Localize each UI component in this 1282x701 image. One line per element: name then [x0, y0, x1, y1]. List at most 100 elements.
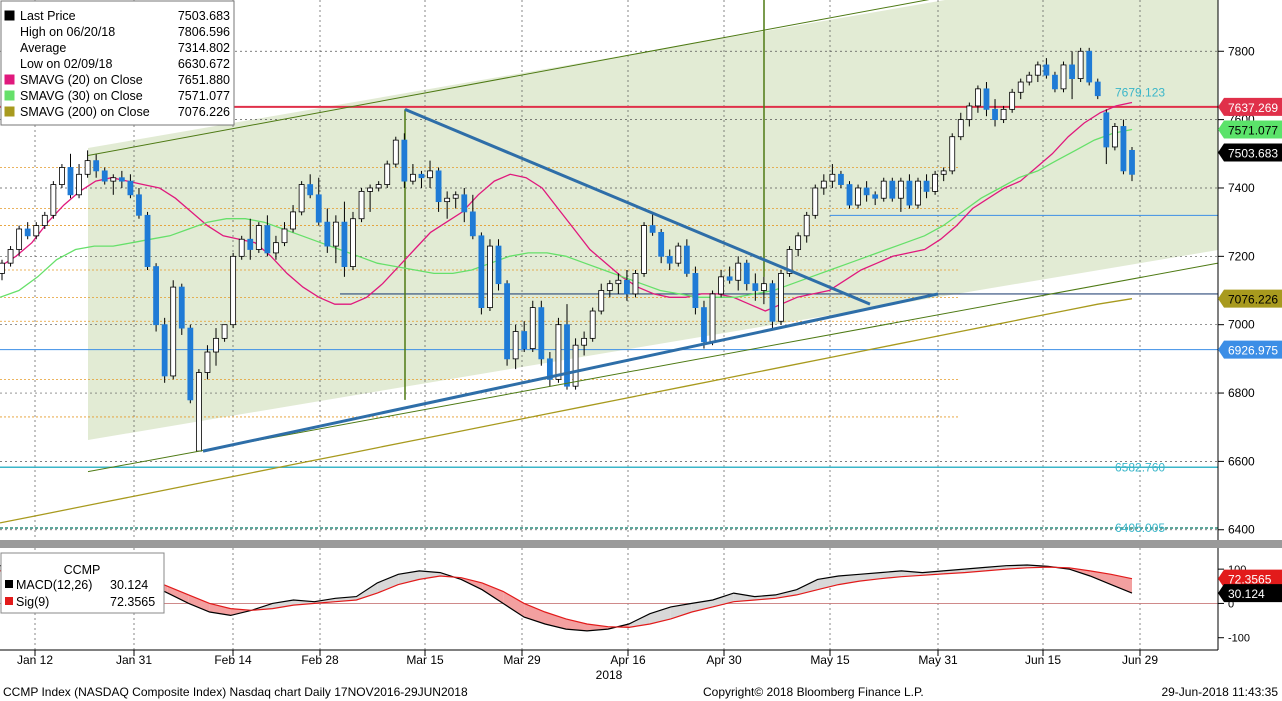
- candle-body-106: [906, 180, 913, 206]
- legend-value-5: 7571.077: [178, 89, 230, 103]
- candle-body-126: [1077, 50, 1084, 80]
- candle-body-123: [1052, 74, 1058, 90]
- candle-body-11: [93, 160, 100, 172]
- candle-body-62: [529, 307, 536, 350]
- candle-body-57: [487, 245, 493, 308]
- legend-swatch-2: [4, 42, 15, 53]
- x-tick-label-5: Mar 29: [503, 653, 541, 667]
- candle-body-66: [564, 324, 570, 387]
- x-year-label: 2018: [596, 668, 623, 682]
- right-axis-area: [1218, 0, 1282, 540]
- channel-top-line: [87, 0, 930, 156]
- macd-panel-label: CCMP: [64, 563, 101, 577]
- candle-body-76: [649, 225, 656, 233]
- signal-legend-swatch: [5, 597, 13, 605]
- candle-body-8: [67, 167, 74, 196]
- macd-fill-25: [524, 603, 545, 624]
- x-tick-label-4: Mar 15: [406, 653, 444, 667]
- candle-body-48: [410, 173, 416, 182]
- candle-body-12: [101, 170, 108, 182]
- footer-left: CCMP Index (NASDAQ Composite Index) Nasd…: [3, 685, 468, 699]
- candle-body-27: [230, 255, 237, 326]
- x-tick-label-6: Apr 16: [610, 653, 646, 667]
- macd-fill-17: [356, 582, 378, 600]
- candle-body-42: [358, 190, 365, 220]
- candle-body-67: [572, 344, 579, 387]
- candle-body-15: [127, 180, 134, 196]
- y-tick-label-4: 7200: [1228, 249, 1255, 263]
- macd-fill-32: [670, 603, 692, 619]
- candle-body-73: [624, 279, 630, 295]
- candle-body-95: [812, 187, 819, 216]
- macd-tag-bg-1: [1218, 584, 1282, 603]
- candle-body-1: [7, 249, 14, 264]
- macd-fill-24: [503, 591, 525, 618]
- right-tag-bg-0: [1218, 97, 1282, 116]
- candle-body-68: [581, 337, 588, 346]
- candle-body-28: [238, 238, 245, 257]
- footer-right: 29-Jun-2018 11:43:35: [1161, 685, 1278, 699]
- candle-body-47: [401, 139, 408, 182]
- candle-body-16: [136, 194, 142, 216]
- y-tick-label-2: 6800: [1228, 386, 1255, 400]
- sma30-line: [0, 128, 1133, 298]
- panel-separator: [0, 540, 1282, 548]
- sma20-line: [0, 101, 1133, 312]
- candle-body-84: [718, 276, 724, 295]
- signal-legend-value: 72.3565: [110, 595, 155, 609]
- candle-body-39: [332, 221, 339, 247]
- macd-fill-40: [838, 574, 860, 585]
- macd-fill-34: [712, 593, 734, 607]
- candle-body-20: [170, 286, 177, 377]
- macd-fill-19: [398, 570, 420, 585]
- candle-body-13: [110, 177, 117, 182]
- candle-body-54: [461, 194, 468, 213]
- candle-body-111: [949, 136, 956, 172]
- x-axis-ticks: Jan 12 Jan 31 Feb 14 Feb 28 Mar 15 Mar 29 Apr …: [17, 650, 1158, 667]
- candle-body-87: [743, 262, 750, 285]
- candle-body-36: [307, 184, 314, 196]
- candle-body-19: [161, 324, 168, 377]
- legend-swatch-3: [4, 58, 15, 69]
- candle-body-82: [701, 307, 707, 343]
- macd-fill-23: [482, 582, 504, 604]
- macd-fill-35: [733, 593, 755, 602]
- candle-body-94: [803, 214, 810, 237]
- right-tag-bg-1: [1218, 120, 1282, 139]
- candle-body-4: [33, 225, 40, 237]
- candle-body-33: [281, 228, 288, 244]
- candle-body-103: [880, 180, 887, 199]
- candle-body-65: [555, 324, 562, 380]
- sma200-line: [0, 298, 1133, 524]
- x-tick-label-3: Feb 28: [301, 653, 339, 667]
- candle-body-112: [957, 119, 964, 138]
- candle-body-56: [478, 235, 485, 308]
- candle-body-52: [444, 197, 451, 203]
- candle-body-25: [213, 337, 219, 353]
- right-tag-bg-2: [1218, 143, 1282, 162]
- candle-body-38: [324, 221, 331, 247]
- candle-body-59: [504, 283, 510, 360]
- candles: [0, 47, 1135, 452]
- candle-body-86: [735, 262, 742, 281]
- candle-body-96: [820, 180, 827, 189]
- legend-name-3: Low on 02/09/18: [20, 57, 112, 71]
- legend-name-1: High on 06/20/18: [20, 25, 115, 39]
- macd-tag-label-1: 30.124: [1228, 587, 1265, 601]
- candle-body-7: [59, 167, 65, 185]
- candle-body-122: [1043, 64, 1050, 76]
- candle-body-101: [863, 187, 870, 196]
- candle-body-24: [204, 351, 211, 373]
- macd-fill-53: [1111, 574, 1132, 594]
- candle-body-30: [255, 225, 262, 250]
- candle-body-83: [709, 293, 716, 343]
- macd-tag-bg-0: [1218, 569, 1282, 588]
- candle-body-114: [975, 88, 981, 107]
- macd-fill-38: [796, 579, 818, 595]
- candle-body-79: [675, 245, 682, 264]
- candle-body-37: [315, 194, 322, 223]
- x-tick-label-9: May 31: [918, 653, 958, 667]
- candle-body-69: [589, 310, 596, 339]
- candle-body-61: [521, 331, 528, 350]
- legend-name-5: SMAVG (30) on Close: [20, 89, 143, 103]
